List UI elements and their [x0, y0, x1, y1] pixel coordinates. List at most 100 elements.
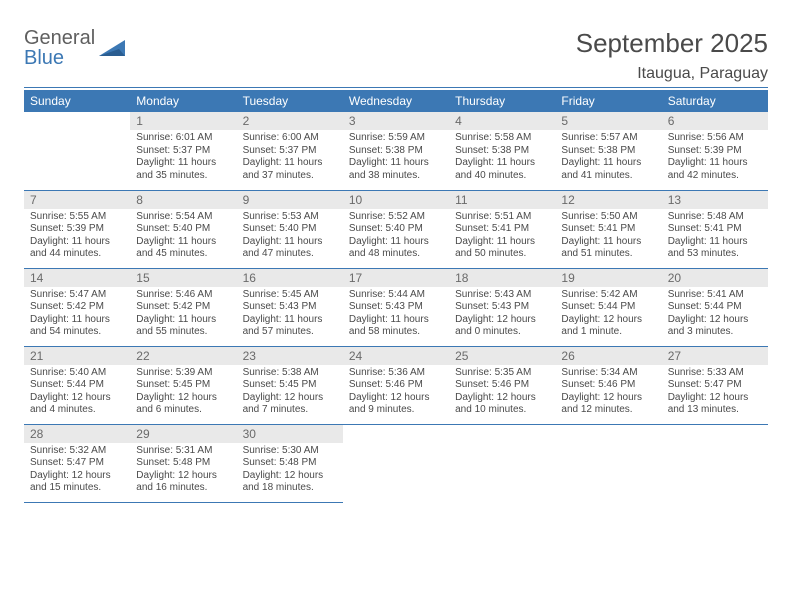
calendar-day-cell: 28Sunrise: 5:32 AMSunset: 5:47 PMDayligh… — [24, 424, 130, 502]
brand-word2: Blue — [24, 47, 64, 69]
calendar-day-cell: 26Sunrise: 5:34 AMSunset: 5:46 PMDayligh… — [555, 346, 661, 424]
calendar-week-row: ..1Sunrise: 6:01 AMSunset: 5:37 PMDaylig… — [24, 112, 768, 190]
calendar-day-cell: .. — [449, 424, 555, 502]
calendar-day-cell: 15Sunrise: 5:46 AMSunset: 5:42 PMDayligh… — [130, 268, 236, 346]
day-info: Sunrise: 5:51 AMSunset: 5:41 PMDaylight:… — [449, 209, 555, 265]
calendar-day-cell: 9Sunrise: 5:53 AMSunset: 5:40 PMDaylight… — [237, 190, 343, 268]
title-block: September 2025 Itaugua, Paraguay — [576, 28, 768, 83]
day-number: 9 — [237, 191, 343, 209]
day-info: Sunrise: 5:40 AMSunset: 5:44 PMDaylight:… — [24, 365, 130, 421]
calendar-day-cell: 7Sunrise: 5:55 AMSunset: 5:39 PMDaylight… — [24, 190, 130, 268]
calendar-table: Sunday Monday Tuesday Wednesday Thursday… — [24, 90, 768, 503]
calendar-day-cell: 22Sunrise: 5:39 AMSunset: 5:45 PMDayligh… — [130, 346, 236, 424]
day-info: Sunrise: 5:44 AMSunset: 5:43 PMDaylight:… — [343, 287, 449, 343]
location-label: Itaugua, Paraguay — [576, 65, 768, 83]
day-info: Sunrise: 5:54 AMSunset: 5:40 PMDaylight:… — [130, 209, 236, 265]
day-number: 28 — [24, 425, 130, 443]
day-number: 6 — [662, 112, 768, 130]
day-number: 18 — [449, 269, 555, 287]
calendar-day-cell: 12Sunrise: 5:50 AMSunset: 5:41 PMDayligh… — [555, 190, 661, 268]
day-info: Sunrise: 5:55 AMSunset: 5:39 PMDaylight:… — [24, 209, 130, 265]
calendar-day-cell: 14Sunrise: 5:47 AMSunset: 5:42 PMDayligh… — [24, 268, 130, 346]
day-info: Sunrise: 5:31 AMSunset: 5:48 PMDaylight:… — [130, 443, 236, 499]
calendar-week-row: 21Sunrise: 5:40 AMSunset: 5:44 PMDayligh… — [24, 346, 768, 424]
weekday-wednesday: Wednesday — [343, 90, 449, 112]
day-info: Sunrise: 5:36 AMSunset: 5:46 PMDaylight:… — [343, 365, 449, 421]
day-number: 1 — [130, 112, 236, 130]
brand-text: General Blue — [24, 28, 95, 68]
day-info: Sunrise: 5:46 AMSunset: 5:42 PMDaylight:… — [130, 287, 236, 343]
calendar-day-cell: 17Sunrise: 5:44 AMSunset: 5:43 PMDayligh… — [343, 268, 449, 346]
day-number: 21 — [24, 347, 130, 365]
calendar-day-cell: 3Sunrise: 5:59 AMSunset: 5:38 PMDaylight… — [343, 112, 449, 190]
calendar-day-cell: 5Sunrise: 5:57 AMSunset: 5:38 PMDaylight… — [555, 112, 661, 190]
calendar-day-cell: 1Sunrise: 6:01 AMSunset: 5:37 PMDaylight… — [130, 112, 236, 190]
calendar-day-cell: 8Sunrise: 5:54 AMSunset: 5:40 PMDaylight… — [130, 190, 236, 268]
calendar-day-cell: 29Sunrise: 5:31 AMSunset: 5:48 PMDayligh… — [130, 424, 236, 502]
day-number: 4 — [449, 112, 555, 130]
weekday-tuesday: Tuesday — [237, 90, 343, 112]
day-number: 16 — [237, 269, 343, 287]
weekday-friday: Friday — [555, 90, 661, 112]
day-number: 24 — [343, 347, 449, 365]
calendar-day-cell: 19Sunrise: 5:42 AMSunset: 5:44 PMDayligh… — [555, 268, 661, 346]
day-number: 14 — [24, 269, 130, 287]
day-number: 13 — [662, 191, 768, 209]
day-info: Sunrise: 5:33 AMSunset: 5:47 PMDaylight:… — [662, 365, 768, 421]
day-info: Sunrise: 5:57 AMSunset: 5:38 PMDaylight:… — [555, 130, 661, 186]
calendar-day-cell: 18Sunrise: 5:43 AMSunset: 5:43 PMDayligh… — [449, 268, 555, 346]
weekday-thursday: Thursday — [449, 90, 555, 112]
weekday-monday: Monday — [130, 90, 236, 112]
calendar-day-cell: 10Sunrise: 5:52 AMSunset: 5:40 PMDayligh… — [343, 190, 449, 268]
day-info: Sunrise: 5:45 AMSunset: 5:43 PMDaylight:… — [237, 287, 343, 343]
day-number: 30 — [237, 425, 343, 443]
calendar-day-cell: 27Sunrise: 5:33 AMSunset: 5:47 PMDayligh… — [662, 346, 768, 424]
day-info: Sunrise: 5:53 AMSunset: 5:40 PMDaylight:… — [237, 209, 343, 265]
calendar-day-cell: 21Sunrise: 5:40 AMSunset: 5:44 PMDayligh… — [24, 346, 130, 424]
weekday-sunday: Sunday — [24, 90, 130, 112]
day-info: Sunrise: 5:32 AMSunset: 5:47 PMDaylight:… — [24, 443, 130, 499]
day-number: 22 — [130, 347, 236, 365]
day-number: 29 — [130, 425, 236, 443]
day-info: Sunrise: 5:48 AMSunset: 5:41 PMDaylight:… — [662, 209, 768, 265]
day-info: Sunrise: 5:56 AMSunset: 5:39 PMDaylight:… — [662, 130, 768, 186]
day-number: 12 — [555, 191, 661, 209]
day-info: Sunrise: 6:00 AMSunset: 5:37 PMDaylight:… — [237, 130, 343, 186]
calendar-week-row: 28Sunrise: 5:32 AMSunset: 5:47 PMDayligh… — [24, 424, 768, 502]
day-number: 10 — [343, 191, 449, 209]
calendar-day-cell: 2Sunrise: 6:00 AMSunset: 5:37 PMDaylight… — [237, 112, 343, 190]
day-number: 7 — [24, 191, 130, 209]
calendar-day-cell: 4Sunrise: 5:58 AMSunset: 5:38 PMDaylight… — [449, 112, 555, 190]
day-info: Sunrise: 5:30 AMSunset: 5:48 PMDaylight:… — [237, 443, 343, 499]
calendar-day-cell: .. — [555, 424, 661, 502]
day-info: Sunrise: 5:34 AMSunset: 5:46 PMDaylight:… — [555, 365, 661, 421]
calendar-day-cell: 6Sunrise: 5:56 AMSunset: 5:39 PMDaylight… — [662, 112, 768, 190]
weekday-saturday: Saturday — [662, 90, 768, 112]
day-number: 27 — [662, 347, 768, 365]
calendar-week-row: 14Sunrise: 5:47 AMSunset: 5:42 PMDayligh… — [24, 268, 768, 346]
header: General Blue September 2025 Itaugua, Par… — [24, 28, 768, 83]
calendar-day-cell: 11Sunrise: 5:51 AMSunset: 5:41 PMDayligh… — [449, 190, 555, 268]
day-number: 17 — [343, 269, 449, 287]
day-info: Sunrise: 5:35 AMSunset: 5:46 PMDaylight:… — [449, 365, 555, 421]
calendar-day-cell: 23Sunrise: 5:38 AMSunset: 5:45 PMDayligh… — [237, 346, 343, 424]
calendar-day-cell: 30Sunrise: 5:30 AMSunset: 5:48 PMDayligh… — [237, 424, 343, 502]
day-number: 2 — [237, 112, 343, 130]
month-title: September 2025 — [576, 28, 768, 59]
day-info: Sunrise: 5:42 AMSunset: 5:44 PMDaylight:… — [555, 287, 661, 343]
calendar-day-cell: 20Sunrise: 5:41 AMSunset: 5:44 PMDayligh… — [662, 268, 768, 346]
day-info: Sunrise: 6:01 AMSunset: 5:37 PMDaylight:… — [130, 130, 236, 186]
day-info: Sunrise: 5:59 AMSunset: 5:38 PMDaylight:… — [343, 130, 449, 186]
weekday-header-row: Sunday Monday Tuesday Wednesday Thursday… — [24, 90, 768, 112]
brand-word1: General — [24, 27, 95, 49]
day-info: Sunrise: 5:43 AMSunset: 5:43 PMDaylight:… — [449, 287, 555, 343]
day-info: Sunrise: 5:47 AMSunset: 5:42 PMDaylight:… — [24, 287, 130, 343]
calendar-day-cell: .. — [24, 112, 130, 190]
brand-triangle-icon — [99, 38, 129, 58]
day-number: 26 — [555, 347, 661, 365]
day-number: 23 — [237, 347, 343, 365]
day-number: 3 — [343, 112, 449, 130]
day-info: Sunrise: 5:39 AMSunset: 5:45 PMDaylight:… — [130, 365, 236, 421]
day-number: 20 — [662, 269, 768, 287]
calendar-day-cell: 25Sunrise: 5:35 AMSunset: 5:46 PMDayligh… — [449, 346, 555, 424]
